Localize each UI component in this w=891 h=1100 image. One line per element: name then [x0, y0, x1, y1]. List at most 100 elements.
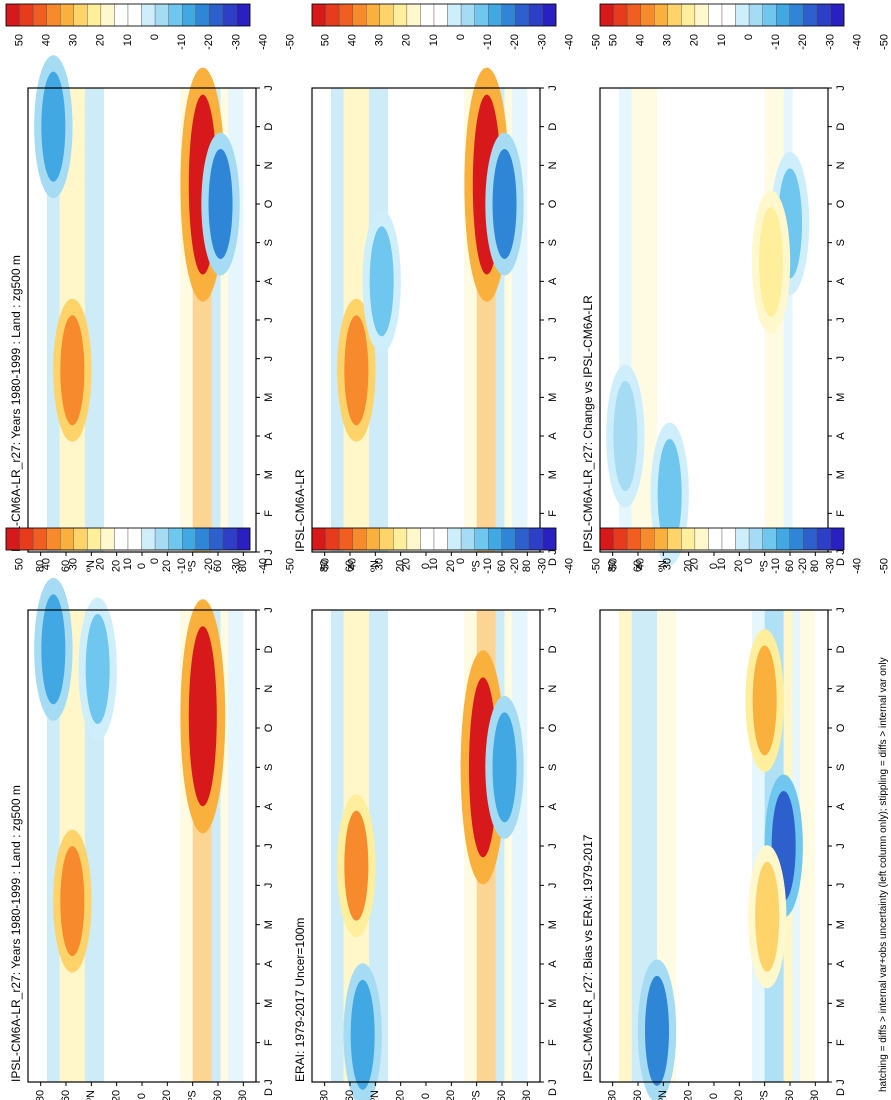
month-label: J	[263, 843, 275, 849]
colorbar-cell	[406, 3, 421, 27]
lat-label: 0	[136, 1093, 148, 1099]
colorbar-label: 30	[68, 558, 80, 570]
colorbar-label: -30	[824, 558, 836, 574]
month-label: J	[547, 607, 559, 613]
month-label: M	[547, 393, 559, 402]
month-label: D	[263, 645, 275, 653]
colorbar-3: 50 40 30 20 10 0 -10 -20 -30 -40 -50	[599, 3, 891, 50]
month-label: J	[835, 843, 847, 849]
colorbar-label: 0	[149, 34, 161, 40]
month-label: N	[547, 161, 559, 169]
lat-label: ºN	[369, 1090, 381, 1100]
contour-band	[104, 88, 120, 552]
lat-label: 60	[344, 560, 356, 572]
colorbar-label: 0	[743, 558, 755, 564]
month-label: M	[835, 920, 847, 929]
lat-label: 0	[136, 563, 148, 569]
lat-label: 60	[212, 1090, 224, 1100]
colorbar-cell	[735, 3, 750, 27]
heatmap-field	[331, 610, 528, 1100]
month-label: J	[547, 1079, 559, 1085]
contour-core	[759, 207, 783, 317]
month-label: O	[263, 723, 275, 732]
colorbar-cell	[168, 527, 183, 551]
colorbar-label: -10	[770, 34, 782, 50]
lat-label: 20	[683, 560, 695, 572]
colorbar-cell	[19, 527, 34, 551]
month-label: F	[263, 510, 275, 517]
colorbar-cell	[236, 527, 251, 551]
colorbar-label: 20	[401, 558, 413, 570]
month-label: J	[835, 607, 847, 613]
contour-core	[208, 149, 233, 259]
contour-band	[388, 610, 404, 1082]
month-label: D	[547, 123, 559, 131]
lat-label: ºN	[85, 1090, 97, 1100]
lat-label: 20	[395, 1090, 407, 1100]
colorbar-label: -40	[257, 34, 269, 50]
month-label: J	[263, 883, 275, 889]
colorbar-label: 10	[428, 34, 440, 46]
colorbar-cell	[325, 527, 340, 551]
colorbar-6: 50 40 30 20 10 0 -10 -20 -30 -40 -50	[599, 527, 891, 574]
colorbar-label: -20	[509, 34, 521, 50]
colorbar-label: -20	[203, 34, 215, 50]
colorbar-cell	[195, 527, 210, 551]
colorbar-cell	[667, 527, 682, 551]
lat-label: 80	[35, 560, 47, 572]
colorbar-cell	[420, 527, 435, 551]
colorbar-cell	[433, 527, 448, 551]
month-label: J	[547, 549, 559, 555]
colorbar-cell	[60, 527, 74, 551]
colorbar-cell	[613, 3, 628, 27]
colorbar-label: 30	[374, 34, 386, 46]
colorbar-cell	[338, 3, 353, 27]
colorbar-frame	[5, 3, 251, 27]
month-label: J	[547, 843, 559, 849]
month-label: M	[263, 999, 275, 1008]
heatmap-field	[34, 577, 244, 1082]
colorbar-cell	[528, 3, 543, 27]
colorbar-cell	[488, 527, 502, 551]
colorbar-cell	[195, 3, 210, 27]
lat-label: 0	[708, 1093, 720, 1099]
colorbar-label: -30	[230, 34, 242, 50]
lat-label: 80	[319, 1090, 331, 1100]
month-label: A	[835, 432, 847, 440]
month-label: A	[263, 277, 275, 285]
month-label: F	[263, 1039, 275, 1046]
lat-label: ºS	[187, 1090, 199, 1100]
colorbar-cell	[209, 527, 224, 551]
colorbar-label: 10	[716, 34, 728, 46]
colorbar-label: 20	[689, 34, 701, 46]
contour-core	[492, 712, 517, 823]
lat-label: 80	[237, 560, 249, 572]
contour-band	[676, 610, 692, 1082]
colorbar-cell	[114, 527, 129, 551]
colorbar-cell	[87, 3, 102, 27]
colorbar-cell	[311, 527, 326, 551]
month-label: J	[263, 607, 275, 613]
colorbar-cell	[667, 3, 682, 27]
colorbar-cell	[626, 3, 641, 27]
colorbar-cell	[640, 3, 655, 27]
contour-band	[619, 610, 632, 1082]
colorbar-2: 50 40 30 20 10 0 -10 -20 -30 -40 -50	[311, 3, 603, 50]
colorbar-cell	[127, 527, 142, 551]
contour-core	[613, 381, 638, 491]
colorbar-cell	[474, 527, 489, 551]
lat-label: ºS	[759, 1090, 771, 1100]
month-label: J	[547, 356, 559, 362]
panel-title: IPSL-CM6A-LR	[293, 469, 307, 552]
colorbar-cell	[803, 3, 818, 27]
colorbar-label: -50	[879, 34, 891, 50]
colorbar-cell	[141, 3, 156, 27]
lat-label: 20	[445, 1090, 457, 1100]
contour-band	[211, 88, 221, 552]
colorbar-cell	[708, 3, 723, 27]
lat-label: ºS	[187, 560, 199, 571]
contour-core	[755, 861, 780, 972]
colorbar-cell	[222, 3, 237, 27]
